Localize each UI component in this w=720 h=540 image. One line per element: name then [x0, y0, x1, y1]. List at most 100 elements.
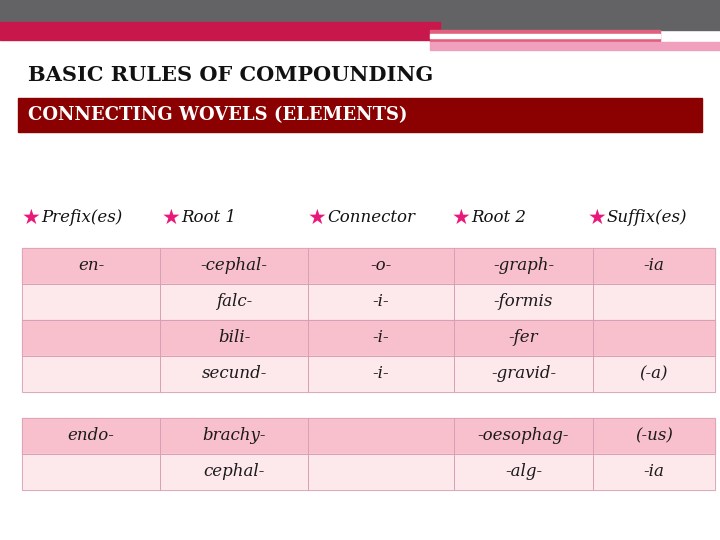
- Text: BASIC RULES OF COMPOUNDING: BASIC RULES OF COMPOUNDING: [28, 65, 433, 85]
- Text: endo-: endo-: [68, 428, 114, 444]
- Text: en-: en-: [78, 258, 104, 274]
- Bar: [160, 418, 308, 454]
- Bar: [454, 320, 593, 356]
- Bar: [160, 284, 308, 320]
- Text: -fer: -fer: [509, 329, 539, 347]
- Text: Root 1: Root 1: [181, 210, 236, 226]
- Text: ★: ★: [452, 208, 471, 228]
- Bar: [308, 356, 454, 392]
- Text: ★: ★: [22, 208, 41, 228]
- Bar: [308, 284, 454, 320]
- Bar: [593, 454, 715, 490]
- Bar: [22, 356, 160, 392]
- Bar: [308, 284, 454, 320]
- Bar: [160, 248, 308, 284]
- Text: falc-: falc-: [216, 294, 252, 310]
- Bar: [454, 454, 593, 490]
- Bar: [593, 418, 715, 454]
- Text: -cephal-: -cephal-: [200, 258, 268, 274]
- Bar: [593, 418, 715, 454]
- Text: -i-: -i-: [373, 329, 390, 347]
- Bar: [593, 356, 715, 392]
- Text: ★: ★: [162, 208, 181, 228]
- Text: cephal-: cephal-: [203, 463, 265, 481]
- Bar: [160, 418, 308, 454]
- Text: -gravid-: -gravid-: [491, 366, 556, 382]
- Bar: [454, 284, 593, 320]
- Bar: [454, 248, 593, 284]
- Bar: [593, 454, 715, 490]
- Bar: [430, 34, 660, 38]
- Bar: [22, 284, 160, 320]
- Bar: [160, 454, 308, 490]
- Bar: [160, 356, 308, 392]
- Bar: [454, 454, 593, 490]
- Text: secund-: secund-: [202, 366, 266, 382]
- Bar: [454, 356, 593, 392]
- Bar: [593, 356, 715, 392]
- Text: ★: ★: [308, 208, 327, 228]
- Bar: [593, 248, 715, 284]
- Text: Prefix(es): Prefix(es): [41, 210, 122, 226]
- Bar: [22, 320, 160, 356]
- Bar: [454, 418, 593, 454]
- Text: -formis: -formis: [494, 294, 553, 310]
- Bar: [22, 454, 160, 490]
- Text: Connector: Connector: [327, 210, 415, 226]
- Bar: [454, 320, 593, 356]
- Text: -graph-: -graph-: [493, 258, 554, 274]
- Bar: [308, 454, 454, 490]
- Bar: [160, 356, 308, 392]
- Text: (-a): (-a): [640, 366, 668, 382]
- Bar: [22, 248, 160, 284]
- Bar: [593, 284, 715, 320]
- Bar: [454, 284, 593, 320]
- Bar: [308, 418, 454, 454]
- Text: ★: ★: [588, 208, 607, 228]
- Bar: [308, 248, 454, 284]
- Bar: [0, 22, 440, 40]
- Text: -ia: -ia: [644, 258, 665, 274]
- Bar: [454, 248, 593, 284]
- Text: -alg-: -alg-: [505, 463, 542, 481]
- Bar: [22, 356, 160, 392]
- Bar: [430, 30, 660, 42]
- Bar: [308, 356, 454, 392]
- Text: -i-: -i-: [373, 366, 390, 382]
- Bar: [593, 284, 715, 320]
- Bar: [593, 320, 715, 356]
- Bar: [22, 418, 160, 454]
- Bar: [160, 248, 308, 284]
- Bar: [454, 356, 593, 392]
- Text: -ia: -ia: [644, 463, 665, 481]
- Text: -i-: -i-: [373, 294, 390, 310]
- Bar: [454, 418, 593, 454]
- Bar: [160, 320, 308, 356]
- Bar: [308, 320, 454, 356]
- Text: CONNECTING WOVELS (ELEMENTS): CONNECTING WOVELS (ELEMENTS): [28, 106, 408, 124]
- Text: -o-: -o-: [370, 258, 392, 274]
- Text: -oesophag-: -oesophag-: [478, 428, 570, 444]
- Bar: [22, 284, 160, 320]
- Bar: [308, 248, 454, 284]
- Bar: [308, 320, 454, 356]
- Text: Root 2: Root 2: [471, 210, 526, 226]
- Bar: [308, 454, 454, 490]
- Text: Suffix(es): Suffix(es): [607, 210, 688, 226]
- Bar: [22, 320, 160, 356]
- Bar: [0, 0, 720, 30]
- Bar: [593, 248, 715, 284]
- Bar: [308, 418, 454, 454]
- Text: (-us): (-us): [635, 428, 673, 444]
- Bar: [160, 320, 308, 356]
- Bar: [160, 454, 308, 490]
- Bar: [430, 42, 720, 50]
- Text: bili-: bili-: [218, 329, 250, 347]
- Bar: [160, 284, 308, 320]
- Bar: [18, 98, 702, 132]
- Bar: [22, 248, 160, 284]
- Bar: [22, 454, 160, 490]
- Text: brachy-: brachy-: [202, 428, 266, 444]
- Bar: [22, 418, 160, 454]
- Bar: [593, 320, 715, 356]
